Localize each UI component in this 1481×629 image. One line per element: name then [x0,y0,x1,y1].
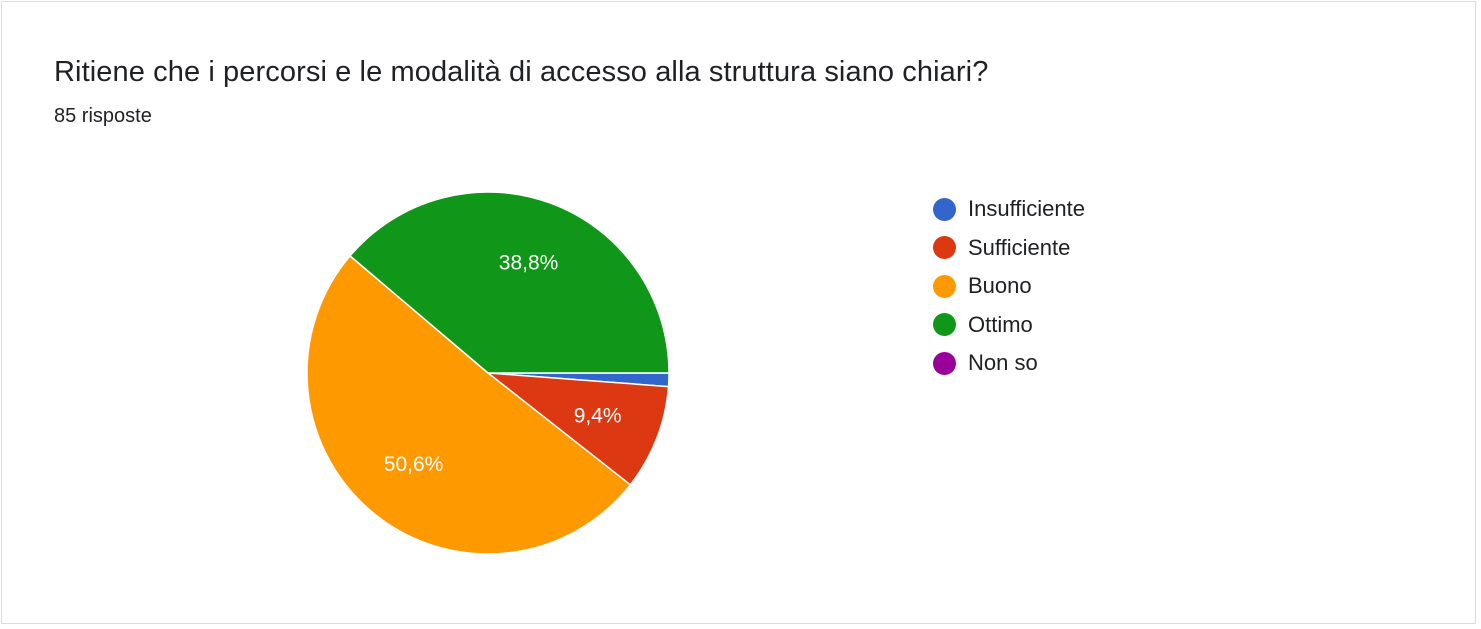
slice-label-ottimo: 38,8% [499,252,559,275]
slice-label-buono: 50,6% [384,453,444,476]
legend-swatch [933,313,956,337]
legend-item-insufficiente[interactable]: Insufficiente [933,190,1085,229]
pie-slice-sufficiente[interactable] [485,372,670,486]
legend-swatch [933,351,956,375]
legend-label: Buono [968,273,1032,299]
legend-item-sufficiente[interactable]: Sufficiente [933,229,1085,268]
chart-legend: Insufficiente Sufficiente Buono Ottimo Non s… [933,190,1085,383]
chart-title: Ritiene che i percorsi e le modalità di … [54,56,989,88]
legend-label: Insufficiente [968,196,1086,222]
legend-label: Sufficiente [968,234,1071,260]
pie-slice-ottimo[interactable] [348,191,670,374]
legend-swatch [933,274,956,298]
legend-item-non-so[interactable]: Non so [933,344,1085,383]
slice-label-sufficiente: 9,4% [574,405,622,428]
legend-item-ottimo[interactable]: Ottimo [933,306,1085,345]
legend-swatch [933,236,956,260]
legend-swatch [933,197,956,221]
legend-label: Ottimo [968,311,1033,337]
pie-slice-buono[interactable] [306,254,632,555]
response-count: 85 risposte [54,105,152,127]
legend-item-buono[interactable]: Buono [933,267,1085,306]
legend-label: Non so [968,350,1038,376]
